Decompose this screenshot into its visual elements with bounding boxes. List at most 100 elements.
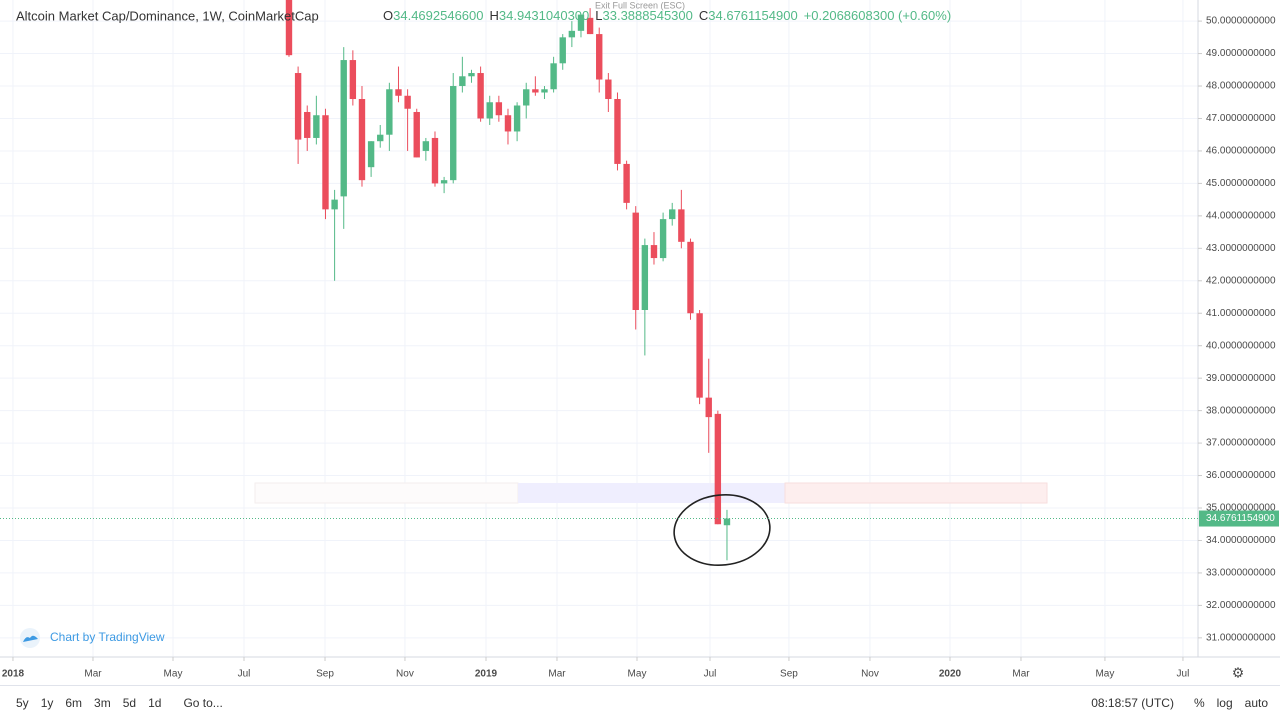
- candle-body: [450, 86, 457, 181]
- x-tick-label: Mar: [84, 669, 102, 680]
- candle-body: [605, 79, 612, 100]
- ohlc-value: 34.6761154900: [708, 8, 797, 23]
- x-tick-label: Nov: [396, 669, 414, 680]
- y-tick-label: 37.0000000000: [1206, 438, 1276, 449]
- candle-body: [468, 73, 475, 77]
- candle-body: [386, 89, 393, 135]
- ohlc-key: L: [595, 8, 602, 23]
- clock: 08:18:57 (UTC): [1091, 695, 1174, 710]
- y-tick-label: 34.0000000000: [1206, 535, 1276, 546]
- candle-body: [568, 30, 576, 38]
- y-tick-label: 36.0000000000: [1206, 470, 1276, 481]
- x-tick-label: Jul: [704, 669, 717, 680]
- y-tick-label: 49.0000000000: [1206, 48, 1276, 59]
- y-tick-label: 39.0000000000: [1206, 373, 1276, 384]
- candle-body: [513, 105, 521, 132]
- grid: [0, 0, 1198, 657]
- x-tick-label: 2019: [475, 669, 498, 680]
- candle-body: [559, 37, 566, 64]
- candle-body: [349, 60, 357, 100]
- exit-fullscreen[interactable]: Exit Full Screen (ESC): [595, 0, 685, 10]
- x-tick-label: May: [164, 669, 183, 680]
- drawing-box: [254, 482, 519, 504]
- y-tick-label: 35.0000000000: [1206, 503, 1276, 514]
- x-tick-label: Mar: [548, 669, 566, 680]
- candle-body: [696, 313, 703, 398]
- candle-body: [532, 89, 539, 93]
- drawing-box: [518, 483, 785, 503]
- candle-body: [714, 413, 722, 525]
- candles: [285, 0, 731, 561]
- candle-body: [486, 102, 493, 119]
- scale-option[interactable]: %: [1193, 695, 1205, 710]
- range-button[interactable]: 6m: [65, 695, 83, 710]
- chart-title: Altcoin Market Cap/Dominance, 1W, CoinMa…: [16, 8, 319, 23]
- candle-body: [459, 76, 466, 87]
- y-tick-label: 33.0000000000: [1206, 568, 1276, 579]
- y-tick-label: 42.0000000000: [1206, 275, 1276, 286]
- x-tick-label: May: [628, 669, 647, 680]
- candle-body: [669, 209, 676, 220]
- last-price-tag: [1199, 510, 1279, 527]
- candle-body: [431, 137, 439, 184]
- candle-body: [541, 89, 548, 93]
- candle-body: [294, 73, 302, 140]
- scale-option[interactable]: log: [1216, 695, 1233, 710]
- change: +0.2068608300 (+0.60%): [804, 8, 951, 23]
- ohlc-value: 34.9431040300: [499, 8, 589, 23]
- x-tick-label: Sep: [316, 669, 334, 680]
- candle-body: [367, 141, 375, 168]
- candle-body: [687, 241, 694, 314]
- x-tick-label: Nov: [861, 669, 879, 680]
- range-button[interactable]: 5y: [16, 695, 29, 710]
- candle-body: [377, 134, 384, 142]
- watermark[interactable]: Chart by TradingView: [20, 628, 165, 648]
- ohlc-key: O: [383, 8, 393, 23]
- candle-body: [495, 102, 503, 116]
- y-tick-label: 47.0000000000: [1206, 113, 1276, 124]
- candle-body: [322, 115, 329, 210]
- y-tick-label: 32.0000000000: [1206, 600, 1276, 611]
- candle-body: [304, 111, 311, 138]
- y-tick-label: 43.0000000000: [1206, 243, 1276, 254]
- ohlc-legend: O34.4692546600 H34.9431040300 L33.38885453…: [383, 8, 951, 23]
- candle-body: [723, 518, 731, 526]
- candle-body: [358, 99, 366, 181]
- candle-body: [632, 212, 639, 310]
- range-button[interactable]: 3m: [94, 695, 111, 710]
- range-button[interactable]: 1d: [148, 695, 162, 710]
- y-tick-label: 40.0000000000: [1206, 340, 1276, 351]
- ohlc-key: C: [699, 8, 708, 23]
- x-tick-label: May: [1095, 669, 1114, 680]
- candle-body: [596, 34, 603, 80]
- ohlc-value: 34.4692546600: [393, 8, 483, 23]
- y-tick-label: 31.0000000000: [1206, 632, 1276, 643]
- candle-body: [623, 163, 630, 203]
- settings-icon[interactable]: ⚙: [1232, 665, 1245, 681]
- candle-body: [331, 199, 338, 210]
- x-tick-label: Jul: [1177, 669, 1190, 680]
- candle-body: [705, 397, 712, 418]
- ohlc-key: H: [490, 8, 499, 23]
- hand-drawn-circle: [673, 494, 771, 566]
- range-button[interactable]: 1y: [40, 695, 54, 710]
- chart: Exit Full Screen (ESC) Altcoin Market Ca…: [0, 0, 1280, 681]
- candle-body: [504, 115, 512, 132]
- candle-body: [477, 73, 484, 119]
- x-tick-label: 2018: [2, 669, 25, 680]
- candle-body: [395, 89, 402, 96]
- candle-body: [678, 209, 685, 242]
- scale-option[interactable]: auto: [1244, 695, 1268, 710]
- watermark-text[interactable]: Chart by TradingView: [50, 630, 165, 644]
- candle-body: [285, 0, 293, 56]
- x-tick-label: Mar: [1012, 669, 1030, 680]
- bottom-toolbar: 5y 1y 6m 3m 5d 1d Go to... 08:18:57 (UTC)% log au…: [0, 685, 1280, 719]
- goto-button[interactable]: Go to...: [183, 695, 223, 710]
- ohlc-value: 33.3888545300: [603, 8, 693, 23]
- y-tick-label: 45.0000000000: [1206, 178, 1276, 189]
- y-tick-label: 48.0000000000: [1206, 81, 1276, 92]
- range-button[interactable]: 5d: [122, 695, 137, 710]
- candle-body: [550, 63, 557, 90]
- y-tick-label: 41.0000000000: [1206, 308, 1276, 319]
